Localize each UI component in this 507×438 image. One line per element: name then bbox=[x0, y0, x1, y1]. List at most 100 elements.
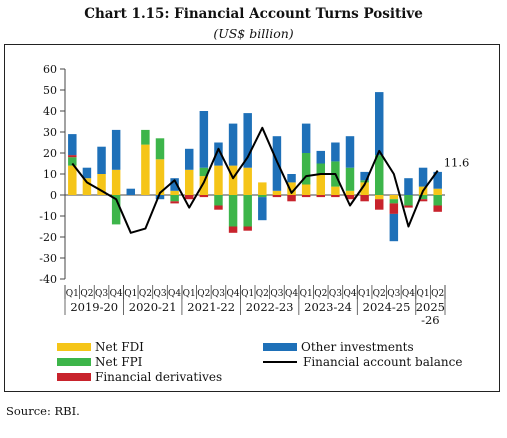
bar-segment bbox=[374, 155, 384, 195]
legend-item-net-fpi: Net FPI bbox=[57, 355, 142, 369]
x-quarter-label: Q4 bbox=[285, 289, 298, 299]
bar-segment bbox=[258, 195, 267, 198]
y-tick-label: -30 bbox=[39, 252, 57, 265]
x-year-label: 2023-24 bbox=[304, 300, 352, 314]
bar-segment bbox=[272, 190, 282, 195]
bar-segment bbox=[68, 155, 77, 158]
bar-segment bbox=[316, 174, 326, 195]
legend-item-financial-account-balance: Financial account balance bbox=[263, 355, 462, 369]
x-quarter-label: Q2 bbox=[256, 289, 269, 299]
x-quarter-label: Q4 bbox=[343, 289, 356, 299]
bar-segment bbox=[301, 195, 311, 198]
x-quarter-label: Q3 bbox=[270, 289, 283, 299]
bar-segment bbox=[184, 148, 194, 170]
bar-segment bbox=[243, 195, 252, 227]
bar-segment bbox=[345, 136, 355, 168]
legend-label-net-fdi: Net FDI bbox=[95, 340, 144, 354]
x-quarter-label: Q3 bbox=[329, 289, 342, 299]
bar-segment bbox=[316, 163, 326, 174]
legend-swatch-net-fdi bbox=[57, 343, 91, 351]
x-quarter-label: Q1 bbox=[66, 289, 79, 299]
y-tick-label: 50 bbox=[43, 84, 57, 97]
x-quarter-label: Q1 bbox=[124, 289, 137, 299]
balance-line bbox=[71, 126, 439, 234]
bar-segment bbox=[243, 167, 252, 195]
bar-segment bbox=[170, 190, 179, 195]
x-quarter-label: Q1 bbox=[183, 289, 196, 299]
bar-segment bbox=[301, 184, 311, 195]
y-tick-label: -20 bbox=[39, 231, 57, 244]
x-quarter-label: Q2 bbox=[139, 289, 152, 299]
bar-segment bbox=[170, 195, 179, 202]
bar-segment bbox=[184, 195, 194, 200]
bar-segment bbox=[360, 195, 369, 202]
y-tick-label: -40 bbox=[39, 273, 57, 286]
bar-segment bbox=[331, 195, 340, 198]
bar-segment bbox=[258, 182, 267, 195]
legend-swatch-financial-derivatives bbox=[57, 373, 91, 381]
bar-segment bbox=[199, 176, 209, 195]
bar-segment bbox=[184, 169, 194, 195]
bar-segment bbox=[97, 146, 106, 174]
y-tick-label: 60 bbox=[43, 63, 57, 76]
bar-segment bbox=[389, 213, 399, 242]
y-tick-label: -10 bbox=[39, 210, 57, 223]
bar-segment bbox=[228, 195, 238, 227]
legend-swatch-net-fpi bbox=[57, 358, 91, 366]
bar-segment bbox=[287, 195, 296, 202]
x-quarter-label: Q2 bbox=[373, 289, 386, 299]
bar-segment bbox=[345, 190, 355, 195]
bar-segment bbox=[228, 123, 238, 166]
x-quarter-label: Q4 bbox=[110, 289, 123, 299]
bar-segment bbox=[374, 92, 384, 156]
bar-segment bbox=[228, 226, 238, 233]
bar-segment bbox=[345, 167, 355, 191]
legend-label-net-fpi: Net FPI bbox=[95, 355, 143, 369]
x-year-label: 2024-25 bbox=[363, 300, 411, 314]
x-quarter-label: Q3 bbox=[95, 289, 108, 299]
bar-segment bbox=[287, 182, 296, 195]
bar-segment bbox=[68, 165, 77, 195]
bar-segment bbox=[214, 195, 223, 206]
bar-segment bbox=[433, 171, 442, 189]
bar-segment bbox=[331, 186, 340, 195]
source-note: Source: RBI. bbox=[6, 404, 80, 418]
bar-segment bbox=[228, 165, 238, 195]
x-year-label: 2022-23 bbox=[246, 300, 294, 314]
x-quarter-label: Q4 bbox=[402, 289, 415, 299]
x-year-label: 2019-20 bbox=[70, 300, 118, 314]
bar-segment bbox=[404, 205, 413, 208]
x-year-label: 2020-21 bbox=[129, 300, 177, 314]
bar-segment bbox=[141, 129, 150, 145]
x-quarter-label: Q2 bbox=[431, 289, 444, 299]
bar-segment bbox=[287, 174, 296, 183]
x-quarter-label: Q2 bbox=[314, 289, 327, 299]
x-quarter-label: Q1 bbox=[417, 289, 430, 299]
legend-item-net-fdi: Net FDI bbox=[57, 340, 144, 354]
bar-segment bbox=[433, 195, 442, 206]
bar-segment bbox=[301, 123, 311, 153]
x-quarter-label: Q1 bbox=[241, 289, 254, 299]
bar-segment bbox=[243, 226, 252, 231]
bar-segment bbox=[331, 142, 340, 162]
x-quarter-label: Q2 bbox=[80, 289, 93, 299]
x-quarter-label: Q4 bbox=[227, 289, 240, 299]
bar-segment bbox=[316, 150, 326, 164]
bar-segment bbox=[97, 174, 106, 195]
x-quarter-label: Q3 bbox=[212, 289, 225, 299]
bar-segment bbox=[199, 167, 209, 177]
bar-segment bbox=[360, 182, 369, 195]
bar-segment bbox=[389, 195, 399, 200]
bar-segment bbox=[360, 171, 369, 181]
bar-segment bbox=[214, 205, 223, 210]
bar-segment bbox=[82, 178, 92, 195]
y-tick-label: 20 bbox=[43, 147, 57, 160]
legend-label-other-investments: Other investments bbox=[301, 340, 414, 354]
bar-segment bbox=[404, 195, 413, 206]
bar-segment bbox=[111, 129, 121, 170]
legend-label-financial-derivatives: Financial derivatives bbox=[95, 370, 223, 384]
y-tick-label: 0 bbox=[50, 189, 57, 202]
bar-segment bbox=[82, 167, 92, 179]
x-quarter-label: Q1 bbox=[358, 289, 371, 299]
bar-segment bbox=[199, 111, 209, 168]
